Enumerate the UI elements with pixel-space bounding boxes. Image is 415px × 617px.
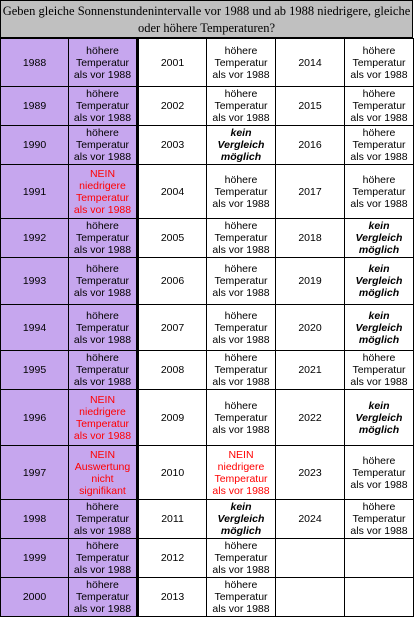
result-cell: höhere Temperatur als vor 1988 xyxy=(68,499,139,539)
result-cell: höhere Temperatur als vor 1988 xyxy=(344,164,414,219)
result-cell: höhere Temperatur als vor 1988 xyxy=(206,304,276,351)
table-row: 1991 NEIN niedrigere Temperatur als vor 1988… xyxy=(0,164,414,219)
result-cell: höhere Temperatur als vor 1988 xyxy=(344,125,414,165)
result-cell: höhere Temperatur als vor 1988 xyxy=(206,257,276,305)
year-cell: 2002 xyxy=(137,86,207,126)
result-cell: höhere Temperatur als vor 1988 xyxy=(68,304,139,351)
result-cell: kein Vergleich möglich xyxy=(344,304,414,351)
result-cell: höhere Temperatur als vor 1988 xyxy=(206,164,276,219)
year-cell: 2021 xyxy=(275,350,345,390)
result-cell: höhere Temperatur als vor 1988 xyxy=(68,218,139,258)
year-cell: 2019 xyxy=(275,257,345,305)
result-cell: kein Vergleich möglich xyxy=(344,218,414,258)
year-cell: 2005 xyxy=(137,218,207,258)
table-row: 1989 höhere Temperatur als vor 1988 2002 höhe… xyxy=(0,86,414,126)
result-cell: höhere Temperatur als vor 1988 xyxy=(206,218,276,258)
year-cell: 1991 xyxy=(0,164,69,219)
result-cell: höhere Temperatur als vor 1988 xyxy=(344,445,414,500)
year-cell: 2012 xyxy=(137,538,207,578)
result-cell: NEIN niedrigere Temperatur als vor 1988 xyxy=(206,445,276,500)
result-cell: höhere Temperatur als vor 1988 xyxy=(206,577,276,617)
year-cell: 2011 xyxy=(137,499,207,539)
year-cell: 2018 xyxy=(275,218,345,258)
year-cell: 1990 xyxy=(0,125,69,165)
year-cell: 1988 xyxy=(0,38,69,87)
table-row: 2000 höhere Temperatur als vor 1988 2013 höhe… xyxy=(0,577,414,617)
result-cell: kein Vergleich möglich xyxy=(344,257,414,305)
year-cell: 1994 xyxy=(0,304,69,351)
result-cell: höhere Temperatur als vor 1988 xyxy=(206,350,276,390)
year-cell: 1993 xyxy=(0,257,69,305)
result-cell: höhere Temperatur als vor 1988 xyxy=(68,86,139,126)
table-row: 1990 höhere Temperatur als vor 1988 2003 kein… xyxy=(0,125,414,165)
table-row: 1997 NEIN Auswertung nicht signifikant 2010 NE… xyxy=(0,445,414,500)
result-cell: höhere Temperatur als vor 1988 xyxy=(68,257,139,305)
year-cell: 1999 xyxy=(0,538,69,578)
year-cell: 2009 xyxy=(137,389,207,446)
table-row: 1992 höhere Temperatur als vor 1988 2005 höhe… xyxy=(0,218,414,258)
result-cell xyxy=(344,538,414,578)
year-cell: 2006 xyxy=(137,257,207,305)
result-cell: höhere Temperatur als vor 1988 xyxy=(206,38,276,87)
result-cell: NEIN niedrigere Temperatur als vor 1988 xyxy=(68,164,139,219)
year-cell: 1996 xyxy=(0,389,69,446)
year-cell: 2000 xyxy=(0,577,69,617)
year-cell: 2004 xyxy=(137,164,207,219)
result-cell: höhere Temperatur als vor 1988 xyxy=(206,538,276,578)
table-title: Geben gleiche Sonnenstundenintervalle vo… xyxy=(0,0,413,38)
year-cell: 2020 xyxy=(275,304,345,351)
year-cell: 2015 xyxy=(275,86,345,126)
result-cell: kein Vergleich möglich xyxy=(344,389,414,446)
table-row: 1998 höhere Temperatur als vor 1988 2011 kein… xyxy=(0,499,414,539)
year-cell: 1998 xyxy=(0,499,69,539)
year-cell: 2023 xyxy=(275,445,345,500)
year-cell: 2016 xyxy=(275,125,345,165)
year-cell: 1989 xyxy=(0,86,69,126)
year-cell: 2013 xyxy=(137,577,207,617)
year-cell: 2001 xyxy=(137,38,207,87)
year-cell: 2010 xyxy=(137,445,207,500)
table-row: 1996 NEIN niedrigere Temperatur als vor 1988… xyxy=(0,389,414,446)
result-cell: kein Vergleich möglich xyxy=(206,499,276,539)
year-cell: 2014 xyxy=(275,38,345,87)
year-cell: 1995 xyxy=(0,350,69,390)
year-cell xyxy=(275,538,345,578)
result-cell: kein Vergleich möglich xyxy=(206,125,276,165)
table-row: 1988 höhere Temperatur als vor 1988 2001 höhe… xyxy=(0,38,414,87)
result-cell: höhere Temperatur als vor 1988 xyxy=(68,350,139,390)
result-cell: NEIN niedrigere Temperatur als vor 1988 xyxy=(68,389,139,446)
table-row: 1994 höhere Temperatur als vor 1988 2007 höhe… xyxy=(0,304,414,351)
result-cell: höhere Temperatur als vor 1988 xyxy=(68,125,139,165)
table-row: 1993 höhere Temperatur als vor 1988 2006 höhe… xyxy=(0,257,414,305)
year-cell: 2007 xyxy=(137,304,207,351)
result-cell: höhere Temperatur als vor 1988 xyxy=(68,38,139,87)
year-cell: 1997 xyxy=(0,445,69,500)
table-row: 1999 höhere Temperatur als vor 1988 2012 höhe… xyxy=(0,538,414,578)
year-cell: 2022 xyxy=(275,389,345,446)
result-cell: höhere Temperatur als vor 1988 xyxy=(344,86,414,126)
table-row: 1995 höhere Temperatur als vor 1988 2008 höhe… xyxy=(0,350,414,390)
year-cell: 1992 xyxy=(0,218,69,258)
year-cell: 2024 xyxy=(275,499,345,539)
year-cell: 2008 xyxy=(137,350,207,390)
result-cell: höhere Temperatur als vor 1988 xyxy=(344,350,414,390)
year-cell: 2017 xyxy=(275,164,345,219)
result-cell: höhere Temperatur als vor 1988 xyxy=(68,577,139,617)
result-cell: höhere Temperatur als vor 1988 xyxy=(68,538,139,578)
result-cell: höhere Temperatur als vor 1988 xyxy=(206,86,276,126)
year-cell: 2003 xyxy=(137,125,207,165)
year-cell xyxy=(275,577,345,617)
result-cell: höhere Temperatur als vor 1988 xyxy=(344,38,414,87)
result-cell: höhere Temperatur als vor 1988 xyxy=(206,389,276,446)
results-table: 1988 höhere Temperatur als vor 1988 2001 höhe… xyxy=(0,38,414,617)
result-cell xyxy=(344,577,414,617)
result-cell: NEIN Auswertung nicht signifikant xyxy=(68,445,139,500)
result-cell: höhere Temperatur als vor 1988 xyxy=(344,499,414,539)
